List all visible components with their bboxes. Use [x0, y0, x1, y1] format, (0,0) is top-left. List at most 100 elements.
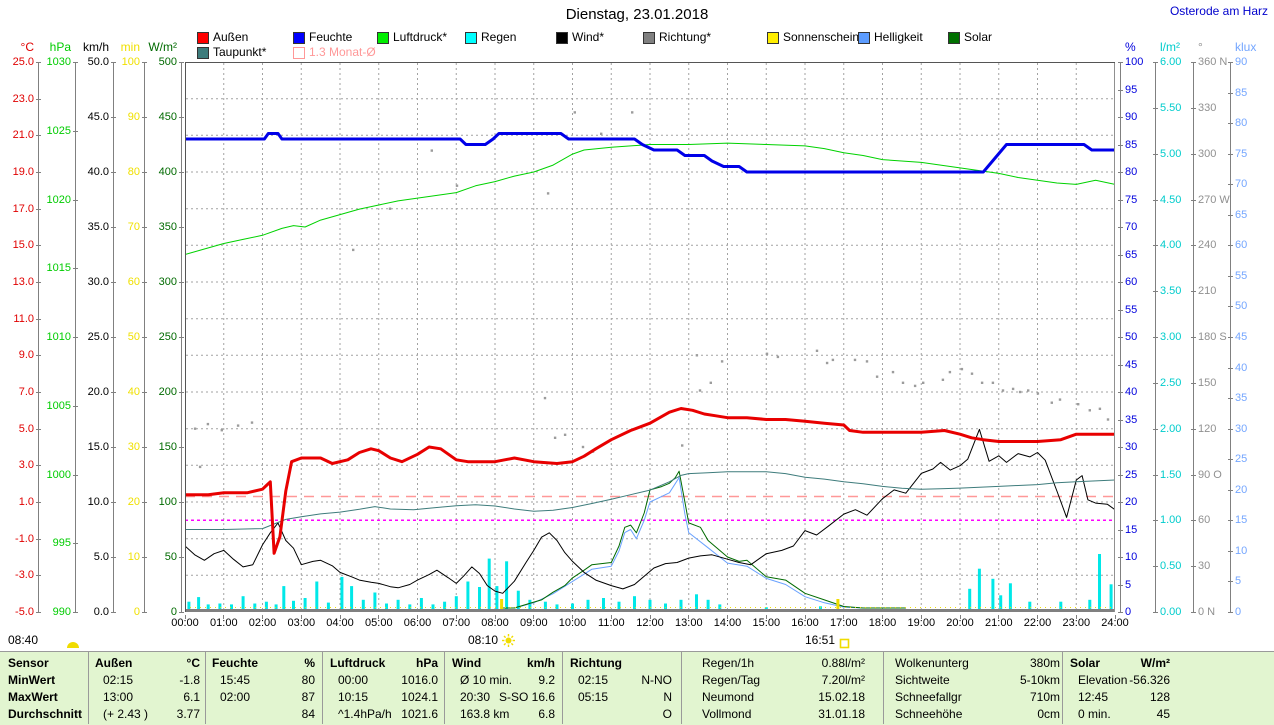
x-axis-tick	[688, 615, 690, 619]
axis-tick	[142, 557, 147, 558]
stat-cell-value: 0cm	[1037, 707, 1060, 721]
axis-tick	[36, 465, 41, 467]
sunset-icon	[839, 636, 850, 654]
x-tick-label: 17:00	[830, 617, 858, 629]
series-Taupunkt	[185, 471, 1116, 530]
axis-tick	[142, 337, 147, 338]
stat-cell-label: 20:30	[460, 690, 491, 704]
x-tick-label: 00:00	[171, 617, 199, 629]
rain-bar	[253, 603, 257, 609]
axis-tick-label: 20	[127, 496, 140, 508]
rain-bar	[516, 590, 520, 609]
axis-tick	[36, 208, 41, 210]
direction-dot	[1077, 403, 1080, 406]
axis-tick-label: 6.00	[1160, 56, 1182, 68]
rain-bar	[617, 601, 621, 609]
axis-tick-label: 40.0	[87, 166, 109, 178]
x-tick-label: 04:00	[326, 617, 354, 629]
stat-cell-value: 45	[1156, 707, 1170, 721]
legend-item-label: Solar	[964, 30, 993, 44]
axis-tick	[1153, 337, 1158, 338]
direction-dot	[825, 361, 829, 365]
axis-tick-label: 10	[1235, 544, 1248, 557]
axis-tick-label: 15.0	[12, 239, 34, 252]
axis-tick	[1228, 398, 1233, 400]
axis-tick	[1191, 337, 1196, 338]
axis-tick-label: 10.0	[87, 496, 109, 508]
axis-tick	[1118, 364, 1123, 366]
stat-cell-value: 31.01.18	[818, 707, 865, 721]
direction-dot	[250, 421, 254, 424]
axis-tick-label: -3.0	[15, 569, 34, 582]
stat-cell-value: 80	[301, 673, 315, 687]
axis-tick-label: 65	[1125, 248, 1138, 261]
axis-tick-label: 85	[1235, 86, 1248, 99]
direction-dot	[553, 436, 557, 439]
axis-tick	[73, 543, 78, 545]
axis-tick-label: 180 S	[1198, 331, 1227, 343]
axis-tick-label: 1.00	[1160, 514, 1182, 527]
direction-dot	[1088, 409, 1091, 412]
axis-tick-label: 70	[1125, 221, 1138, 233]
rain-bar	[350, 586, 354, 609]
axis-tick	[36, 502, 41, 503]
axis-tick-label: 1015	[46, 262, 71, 275]
axis-tick-label: 150	[1198, 376, 1217, 389]
direction-dot	[853, 358, 857, 362]
axis-tick	[1153, 382, 1158, 384]
stat-cell-value: O	[662, 707, 672, 721]
axis-tick	[142, 612, 147, 613]
axis-tick-label: 1.0	[18, 496, 34, 508]
x-axis-tick	[378, 615, 380, 619]
series-Helligkeit	[502, 477, 906, 609]
rain-bar	[1088, 599, 1092, 609]
axis-tick	[1228, 612, 1233, 613]
axis-tick-label: 20	[1125, 496, 1138, 508]
axis-tick	[1118, 144, 1123, 146]
axis-unit-label: %	[1125, 40, 1136, 54]
axis-tick-label: -5.0	[15, 606, 34, 618]
axis-tick-label: 30.0	[87, 276, 109, 288]
stat-cell-label: (+ 2.43 )	[103, 707, 149, 721]
table-row-label: Durchschnitt	[8, 707, 83, 721]
rain-bar	[495, 586, 499, 609]
x-tick-label: 18:00	[868, 617, 897, 629]
direction-dot	[865, 360, 869, 363]
x-tick-label: 22:00	[1023, 617, 1052, 629]
axis-tick	[1228, 489, 1233, 491]
legend-swatch-luftdruck	[377, 32, 389, 44]
rain-bar	[602, 598, 605, 609]
axis-tick-label: 70	[1235, 178, 1248, 191]
axis-tick	[1228, 337, 1233, 338]
x-tick-label: 20:00	[946, 617, 974, 629]
axis-tick-label: 90	[1125, 111, 1138, 123]
x-tick-label: 01:00	[210, 617, 238, 629]
axis-tick	[1153, 153, 1158, 155]
stat-cell-label: Regen/Tag	[702, 673, 761, 687]
rain-bar	[282, 586, 286, 609]
stat-cell-value: °C	[186, 656, 200, 670]
rain-bar	[1098, 554, 1101, 609]
axis-tick	[142, 447, 147, 448]
axis-tick-label: 90	[127, 111, 140, 123]
axis-tick-label: 30	[1235, 422, 1248, 435]
axis-tick-label: 50	[1125, 331, 1138, 343]
x-tick-label: 24:00	[1101, 617, 1129, 629]
legend-swatch-außen	[197, 32, 209, 44]
axis-tick-label: 75	[1235, 147, 1248, 160]
axis-tick-label: 40	[1235, 361, 1248, 374]
axis-tick-label: 995	[52, 537, 71, 550]
axis-tick-label: 10	[1125, 551, 1138, 563]
stat-cell-label: Regen/1h	[702, 656, 755, 670]
x-axis-tick	[610, 615, 612, 619]
axis-tick	[73, 62, 78, 63]
axis-tick-label: 1010	[46, 331, 71, 343]
axis-tick	[1191, 153, 1196, 155]
axis-tick	[111, 227, 116, 228]
direction-dot	[352, 248, 355, 252]
x-tick-label: 21:00	[985, 617, 1013, 629]
axis-tick	[1228, 184, 1233, 186]
sunrise-marker	[500, 599, 504, 609]
stat-cell-label: 05:15	[578, 690, 609, 704]
rain-bar	[679, 599, 683, 609]
